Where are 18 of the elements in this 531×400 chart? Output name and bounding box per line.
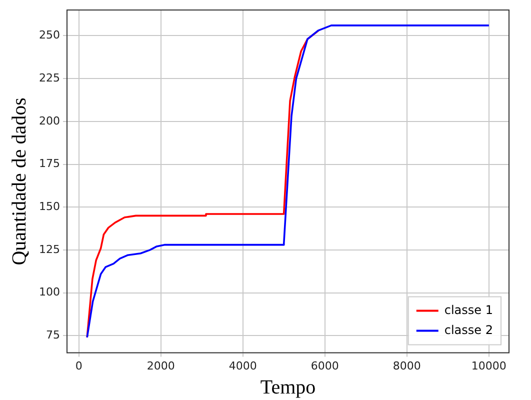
x-tick-label: 8000 (392, 359, 421, 372)
y-tick-label: 175 (38, 157, 60, 170)
x-tick-label: 4000 (228, 359, 257, 372)
y-tick-label: 200 (38, 114, 60, 128)
y-axis-title: Quantidade de dados (8, 97, 30, 266)
y-tick-label: 125 (38, 242, 60, 256)
x-tick-label: 0 (75, 359, 82, 372)
legend-label: classe 1 (444, 302, 494, 317)
x-axis-title: Tempo (260, 376, 316, 398)
y-tick-label: 250 (38, 28, 60, 42)
y-tick-label: 225 (38, 71, 60, 84)
x-tick-label: 10000 (471, 359, 506, 372)
y-tick-label: 150 (38, 200, 60, 213)
x-tick-label: 2000 (146, 359, 175, 372)
legend-label: classe 2 (444, 322, 494, 337)
y-tick-label: 100 (38, 286, 60, 299)
y-tick-label: 75 (46, 328, 60, 342)
x-tick-label: 6000 (310, 359, 339, 372)
